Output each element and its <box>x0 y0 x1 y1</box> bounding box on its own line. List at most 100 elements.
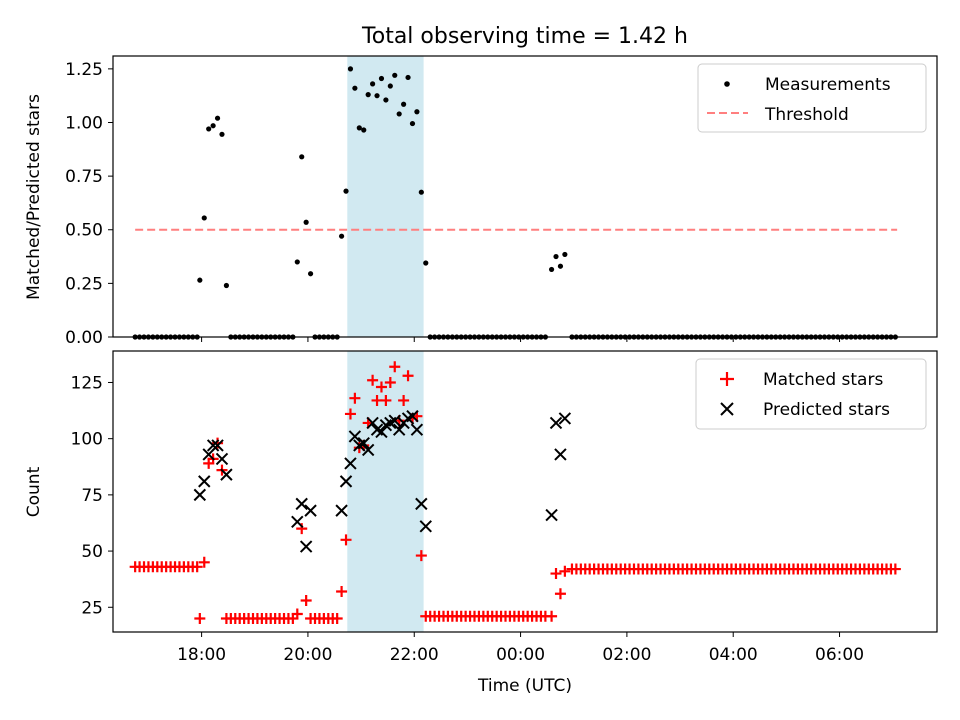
predicted-star-marker <box>549 416 563 430</box>
measurement-point <box>562 251 568 258</box>
matched-star-marker <box>389 361 401 373</box>
top-panel: 0.00 0.25 0.50 0.75 1.00 1.25 Matched/Predict… <box>24 55 938 348</box>
predicted-star-marker <box>304 504 317 517</box>
matched-star-marker <box>287 613 299 625</box>
measurement-point <box>347 66 354 72</box>
measurement-point <box>361 127 367 133</box>
predicted-legend-marker <box>720 402 734 416</box>
x-tick-label: 20:00 <box>283 645 332 665</box>
predicted-star-marker <box>361 443 375 457</box>
chart-title: Total observing time = 1.42 h <box>361 24 688 49</box>
bottom-legend-box <box>695 358 927 430</box>
matched-star-marker <box>398 394 410 406</box>
bottom-x-ticks: 18:00 20:00 22:00 00:00 02:00 04:00 06:00 <box>177 632 864 665</box>
measurement-point <box>214 115 221 121</box>
predicted-star-marker <box>410 423 424 436</box>
measurement-point <box>414 109 420 115</box>
predicted-star-points <box>193 409 572 553</box>
predicted-star-marker <box>388 414 401 427</box>
predicted-star-marker <box>545 508 558 522</box>
bottom-highlight-span <box>347 350 424 633</box>
matched-star-marker <box>380 394 392 406</box>
measurement-point <box>201 215 207 221</box>
predicted-star-marker <box>220 468 233 481</box>
top-axes-frame <box>112 55 938 338</box>
threshold-legend-label: Threshold <box>764 105 849 125</box>
y-tick-label: 125 <box>71 373 103 393</box>
measurement-point <box>378 75 385 82</box>
matched-star-marker <box>300 595 312 607</box>
predicted-star-marker <box>291 515 304 529</box>
measurement-point <box>223 282 230 289</box>
predicted-star-marker <box>215 452 229 466</box>
top-x-ticks <box>201 337 841 342</box>
matched-star-marker <box>331 613 343 625</box>
measurement-point <box>553 253 559 260</box>
measurement-point <box>365 92 371 98</box>
measurement-point <box>374 93 380 99</box>
y-tick-label: 75 <box>81 486 103 506</box>
matched-star-marker <box>384 376 396 388</box>
predicted-star-marker <box>348 430 362 443</box>
measurement-point <box>197 277 203 283</box>
measurement-point <box>548 266 555 273</box>
measurement-point <box>303 219 309 225</box>
x-tick-label: 02:00 <box>602 645 651 665</box>
measurement-point <box>343 188 349 194</box>
top-legend: Measurements Threshold <box>697 63 927 133</box>
x-tick-label: 04:00 <box>709 645 758 665</box>
predicted-star-marker <box>419 520 432 533</box>
matched-star-marker <box>296 523 308 535</box>
measurement-point <box>307 271 314 277</box>
matched-star-marker <box>367 374 379 386</box>
matched-legend-marker <box>720 372 734 386</box>
predicted-star-marker <box>211 439 224 452</box>
predicted-legend-label: Predicted stars <box>763 400 890 420</box>
matched-star-marker <box>336 586 348 598</box>
y-tick-label: 0.00 <box>65 328 103 348</box>
measurements-legend-label: Measurements <box>765 75 891 95</box>
measurement-point <box>392 72 398 78</box>
top-y-ticks: 0.00 0.25 0.50 0.75 1.00 1.25 <box>65 60 113 348</box>
bottom-y-label: Count <box>24 466 44 517</box>
predicted-star-marker <box>554 448 567 461</box>
matched-star-marker <box>550 568 562 580</box>
matched-star-marker <box>415 550 427 562</box>
x-tick-label: 22:00 <box>390 645 439 665</box>
predicted-star-marker <box>299 540 313 553</box>
measurement-point <box>294 259 300 265</box>
matched-star-marker <box>340 534 352 546</box>
matched-star-marker <box>889 563 901 575</box>
matched-star-marker <box>554 588 566 600</box>
matched-star-marker <box>402 370 414 382</box>
predicted-star-marker <box>415 497 428 511</box>
measurement-point <box>383 97 389 103</box>
measurement-point <box>401 101 407 107</box>
top-legend-box <box>697 63 927 133</box>
measurement-point <box>370 81 376 87</box>
measurement-point <box>396 111 402 117</box>
measurement-point <box>409 120 416 127</box>
predicted-star-marker <box>344 457 357 470</box>
bottom-panel: 25 50 75 100 125 18:00 20:00 22:00 00:00 02:00 04… <box>24 350 938 696</box>
bottom-axes-frame <box>112 350 938 633</box>
y-tick-label: 25 <box>81 598 103 618</box>
matched-star-marker <box>194 613 206 625</box>
matched-legend-label: Matched stars <box>763 370 883 390</box>
y-tick-label: 0.25 <box>65 274 103 294</box>
measurement-point <box>219 131 225 137</box>
predicted-star-marker <box>335 504 348 517</box>
measurement-point <box>423 260 429 266</box>
matched-star-marker <box>191 561 203 573</box>
top-y-label: Matched/Predicted stars <box>24 94 44 300</box>
bottom-legend: Matched stars Predicted stars <box>695 358 927 430</box>
matched-star-marker <box>344 408 356 420</box>
measurement-point <box>418 189 424 195</box>
x-tick-label: 00:00 <box>496 645 545 665</box>
matched-star-points <box>129 361 901 625</box>
y-tick-label: 1.25 <box>65 60 103 80</box>
y-tick-label: 100 <box>71 430 103 450</box>
predicted-star-marker <box>406 409 419 423</box>
y-tick-label: 0.50 <box>65 221 103 241</box>
